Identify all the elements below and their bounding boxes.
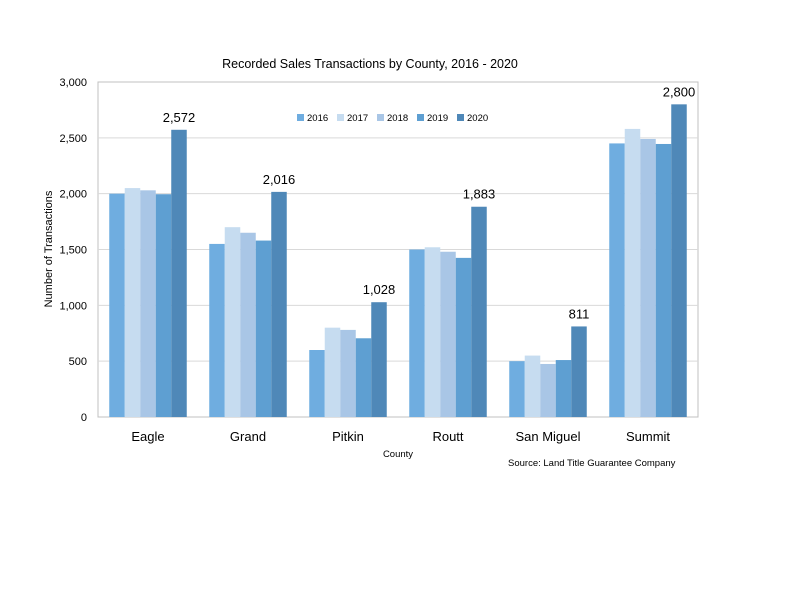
chart-title: Recorded Sales Transactions by County, 2…: [222, 57, 518, 71]
data-labels: 2,572 2,016 1,028 1,883 811 2,800: [163, 84, 696, 321]
x-tick-label: Summit: [626, 429, 670, 444]
data-label: 811: [569, 306, 590, 321]
bar: [309, 350, 325, 417]
bar: [371, 302, 387, 417]
legend-swatch: [417, 114, 424, 121]
y-tick-label: 1,000: [59, 300, 87, 312]
bar: [609, 143, 625, 417]
bar: [255, 240, 272, 417]
bar: [440, 251, 456, 417]
bar: [509, 361, 525, 417]
data-label: 2,800: [663, 84, 696, 99]
bar: [240, 232, 256, 417]
x-tick-label: San Miguel: [515, 429, 580, 444]
y-tick-label: 2,500: [59, 133, 87, 145]
bar: [624, 128, 641, 417]
y-tick-label: 1,500: [59, 245, 87, 257]
data-label: 1,028: [363, 282, 396, 297]
bars: [109, 104, 687, 417]
bar: [224, 227, 241, 417]
x-tick-label: Grand: [230, 429, 266, 444]
data-label: 2,016: [263, 172, 296, 187]
legend-label: 2017: [347, 113, 368, 124]
x-axis-tick-labels: Eagle Grand Pitkin Routt San Miguel Summit: [131, 429, 670, 444]
legend-label: 2018: [387, 113, 408, 124]
data-label: 1,883: [463, 187, 496, 202]
bar: [171, 129, 187, 417]
bar: [324, 327, 341, 417]
bar: [124, 188, 141, 417]
gridlines: [98, 137, 698, 362]
bar: [671, 104, 687, 417]
x-tick-label: Routt: [432, 429, 463, 444]
bar: [655, 143, 672, 417]
data-label: 2,572: [163, 110, 196, 125]
bar: [409, 249, 425, 417]
y-tick-label: 2,000: [59, 189, 87, 201]
bar: [555, 360, 572, 417]
legend-label: 2020: [467, 113, 488, 124]
legend-swatch: [377, 114, 384, 121]
y-tick-label: 500: [69, 356, 87, 368]
bar: [424, 247, 441, 417]
x-tick-label: Eagle: [131, 429, 164, 444]
bar: [271, 191, 287, 417]
bar: [524, 355, 541, 417]
y-tick-label: 0: [81, 412, 87, 424]
bar: [571, 326, 587, 417]
bar: [209, 243, 225, 417]
source-note: Source: Land Title Guarantee Company: [508, 458, 676, 469]
legend-swatch: [297, 114, 304, 121]
bar: [640, 138, 656, 417]
x-axis-label: County: [383, 449, 413, 460]
bar: [471, 206, 487, 417]
legend: 2016 2017 2018 2019 2020: [297, 113, 488, 124]
bar: [355, 338, 372, 417]
bar: [340, 329, 356, 417]
y-tick-label: 3,000: [59, 77, 87, 89]
y-axis-tick-labels: 0 500 1,000 1,500 2,000 2,500 3,000: [59, 77, 87, 424]
y-axis-label: Number of Transactions: [43, 190, 55, 307]
bar: [455, 257, 472, 417]
bar: [109, 193, 125, 417]
bar: [140, 190, 156, 417]
x-tick-label: Pitkin: [332, 429, 364, 444]
legend-label: 2016: [307, 113, 328, 124]
bar: [155, 194, 172, 417]
legend-label: 2019: [427, 113, 448, 124]
bar: [540, 363, 556, 417]
legend-swatch: [457, 114, 464, 121]
legend-swatch: [337, 114, 344, 121]
